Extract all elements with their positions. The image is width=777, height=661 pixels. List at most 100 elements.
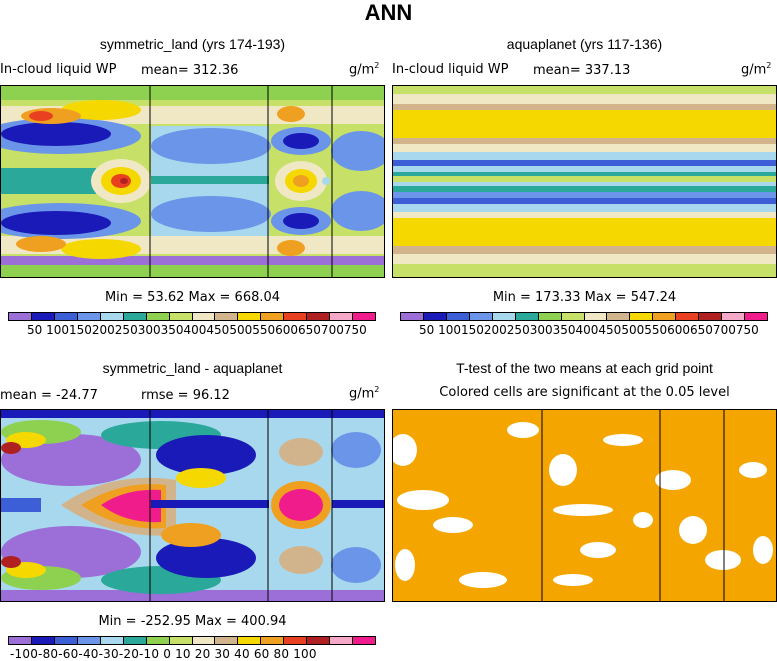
contour-region (1, 122, 111, 146)
panel4-map (392, 409, 777, 602)
colorbar-swatch (31, 313, 55, 320)
colorbar-swatch (100, 313, 124, 320)
zonal-band (393, 264, 776, 277)
panel3-mean: mean = -24.77 (0, 388, 98, 403)
panel2-minmax: Min = 173.33 Max = 547.24 (492, 290, 677, 305)
colorbar-swatch (353, 313, 375, 320)
panel3-minmax: Min = -252.95 Max = 400.94 (98, 614, 287, 629)
contour-region (151, 128, 271, 164)
figure-title: ANN (364, 0, 413, 25)
panel2-title: aquaplanet (yrs 117-136) (506, 36, 663, 52)
colorbar-swatch (492, 313, 516, 320)
colorbar-swatch (146, 637, 170, 644)
insignificant-area (655, 470, 691, 490)
zonal-band (393, 246, 776, 254)
panel1-minmax: Min = 53.62 Max = 668.04 (104, 290, 281, 305)
insignificant-area (507, 422, 539, 438)
panel3-rmse: rmse = 96.12 (141, 388, 230, 403)
colorbar-swatch (699, 313, 723, 320)
colorbar-swatch (653, 313, 677, 320)
colorbar-swatch (446, 313, 470, 320)
panel3-map (0, 409, 385, 602)
contour-region (156, 538, 256, 578)
insignificant-area (393, 434, 417, 466)
colorbar-swatch (9, 637, 32, 644)
colorbar-swatch (123, 313, 147, 320)
panel2-mean: mean= 337.13 (533, 63, 631, 78)
insignificant-area (433, 517, 473, 533)
contour-region (277, 106, 305, 122)
colorbar-swatch (169, 313, 193, 320)
colorbar-swatch (169, 637, 193, 644)
contour-region (1, 256, 384, 265)
zonal-band (393, 254, 776, 264)
contour-region (161, 523, 221, 547)
colorbar-swatch (330, 313, 354, 320)
zonal-band (393, 212, 776, 218)
colorbar-swatch (745, 313, 767, 320)
colorbar-swatch (284, 637, 308, 644)
colorbar-swatch (261, 313, 285, 320)
contour-region (283, 213, 319, 229)
zonal-band (393, 152, 776, 160)
contour-region (156, 435, 256, 475)
zonal-band (393, 94, 776, 104)
panel3-contours (1, 410, 384, 601)
contour-region (1, 168, 96, 194)
contour-region (16, 236, 66, 252)
zonal-band (393, 160, 776, 166)
zonal-band (393, 204, 776, 212)
contour-region (29, 111, 53, 121)
panel1-title: symmetric_land (yrs 174-193) (99, 36, 286, 52)
contour-region (332, 500, 384, 508)
colorbar-swatch (469, 313, 493, 320)
colorbar-swatch (584, 313, 608, 320)
contour-region (1, 211, 111, 235)
contour-region (1, 434, 141, 486)
colorbar-swatch (515, 313, 539, 320)
contour-region (277, 240, 305, 256)
contour-region (61, 100, 141, 120)
insignificant-area (549, 454, 577, 486)
colorbar-swatch (722, 313, 746, 320)
colorbar-swatch (307, 637, 331, 644)
contour-region (279, 489, 323, 521)
zonal-band (393, 198, 776, 204)
zonal-band (393, 110, 776, 138)
insignificant-area (395, 549, 415, 581)
panel2-variable: In-cloud liquid WP (392, 62, 509, 77)
panel2-colorbar-labels: 50 1001502002503003504004505005506006507… (419, 323, 759, 337)
contour-region (1, 86, 384, 100)
colorbar-swatch (146, 313, 170, 320)
contour-region (151, 500, 269, 508)
zonal-band (393, 144, 776, 152)
panel4-subtitle: Colored cells are significant at the 0.0… (439, 385, 730, 400)
insignificant-area (580, 542, 616, 558)
insignificant-area (603, 434, 643, 446)
panel1-colorbar-labels: 50 1001502002503003504004505005506006507… (27, 323, 367, 337)
contour-region (283, 133, 319, 149)
panel1-map (0, 85, 385, 278)
panel3-colorbar (8, 636, 376, 645)
contour-region (120, 178, 128, 184)
contour-region (1, 410, 384, 418)
contour-region (1, 498, 41, 512)
colorbar-swatch (215, 313, 239, 320)
zonal-band (393, 176, 776, 182)
contour-region (151, 176, 269, 184)
colorbar-swatch (9, 313, 32, 320)
colorbar-swatch (54, 637, 78, 644)
contour-region (1, 590, 384, 601)
panel2-bands (393, 86, 776, 277)
contour-region (331, 191, 384, 231)
contour-region (1, 265, 384, 277)
contour-region (331, 547, 381, 583)
colorbar-swatch (630, 313, 654, 320)
colorbar-swatch (238, 313, 262, 320)
zonal-band (393, 86, 776, 94)
contour-region (293, 175, 309, 187)
insignificant-area (553, 574, 593, 586)
colorbar-swatch (401, 313, 424, 320)
panel1-mean: mean= 312.36 (141, 63, 239, 78)
insignificant-area (633, 512, 653, 528)
